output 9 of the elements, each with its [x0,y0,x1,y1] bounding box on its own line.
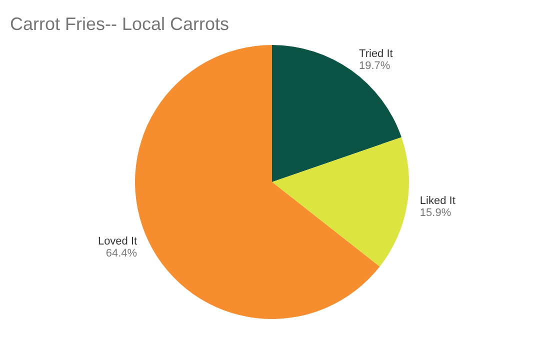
data-label: 19.7% [359,60,390,72]
data-label: 64.4% [106,248,138,260]
chart-title: Carrot Fries-- Local Carrots [10,14,230,34]
data-label: 15.9% [420,206,452,219]
pie-slice [272,45,402,182]
slice-label: Loved It [98,236,138,248]
slice-label: Tried It [359,48,393,60]
pie-slice [272,137,409,267]
slice-label: Liked It [420,194,456,207]
